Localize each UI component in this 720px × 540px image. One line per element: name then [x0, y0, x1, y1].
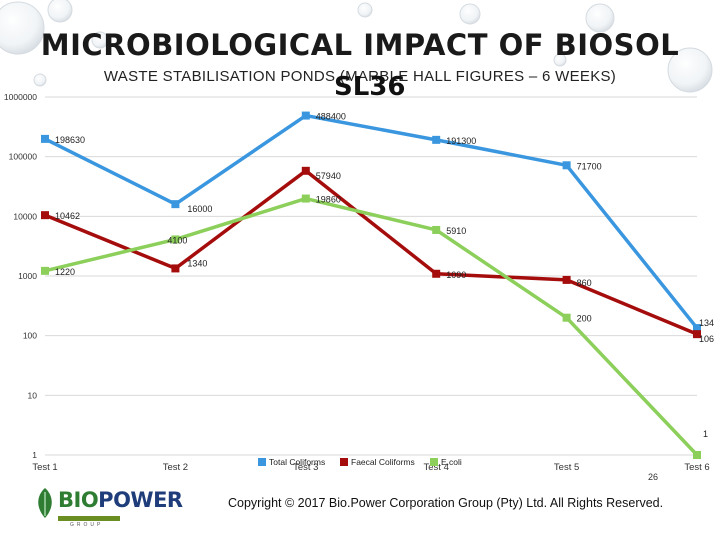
data-label: 106: [699, 334, 714, 344]
series-line: [44, 113, 699, 330]
legend-label: Faecal Coliforms: [351, 457, 415, 467]
y-tick-label: 1: [32, 450, 37, 460]
data-point: [41, 134, 49, 143]
data-point: [432, 269, 441, 278]
series-line: [44, 196, 699, 457]
x-tick-label: Test 1: [32, 462, 57, 473]
logo-text: BIOPOWER: [58, 488, 183, 512]
data-point: [693, 324, 701, 333]
data-label: 134: [699, 318, 714, 328]
y-tick-label: 1000: [18, 271, 37, 281]
data-label: 10462: [55, 211, 80, 221]
data-point: [432, 225, 441, 234]
x-tick-label: Test 2: [163, 462, 188, 473]
data-label: 4100: [167, 235, 187, 245]
data-point: [562, 275, 571, 284]
data-point: [693, 330, 701, 339]
data-label: 1090: [446, 270, 466, 280]
data-label: 19860: [316, 195, 341, 205]
data-label: 1220: [55, 267, 75, 277]
logo-bar: [58, 516, 120, 521]
copyright-notice: Copyright © 2017 Bio.Power Corporation G…: [228, 496, 664, 510]
logo-sub: GROUP: [70, 522, 104, 528]
y-tick-label: 10000: [13, 211, 37, 221]
data-point: [301, 194, 310, 203]
data-point: [171, 200, 180, 209]
data-label: 16000: [187, 204, 212, 214]
data-point: [562, 161, 571, 170]
data-point: [171, 264, 180, 273]
series-line: [44, 169, 698, 336]
data-label: 5910: [446, 226, 466, 236]
x-tick-label: Test 4: [424, 462, 449, 473]
data-point: [301, 166, 310, 175]
y-tick-label: 1000000: [4, 92, 37, 102]
data-label: 71700: [577, 161, 602, 171]
data-label: 191300: [446, 136, 476, 146]
x-tick-label: Test 6: [684, 462, 709, 473]
data-label: 57940: [316, 171, 341, 181]
legend-label: Total Coliforms: [269, 457, 325, 467]
data-point: [41, 211, 49, 220]
data-label: 488400: [316, 112, 346, 122]
data-point: [693, 451, 701, 459]
data-label: 860: [577, 278, 592, 288]
y-tick-label: 10: [28, 390, 38, 400]
legend-swatch: [430, 458, 438, 466]
biopower-logo: BIOPOWER GROUP: [30, 484, 183, 534]
y-tick-label: 100000: [9, 152, 38, 162]
data-point: [432, 135, 441, 144]
legend-label: E.coli: [441, 457, 462, 467]
data-point: [41, 266, 49, 275]
data-label: 1: [703, 429, 708, 439]
legend-swatch: [340, 458, 348, 466]
data-label: 1340: [187, 258, 207, 268]
data-label: 198630: [55, 135, 85, 145]
page-number: 26: [648, 472, 659, 482]
leaf-icon: [38, 488, 52, 518]
data-label: 200: [577, 314, 592, 324]
data-point: [301, 111, 310, 120]
data-point: [171, 235, 180, 244]
data-point: [562, 313, 571, 322]
slide-title: MICROBIOLOGICAL IMPACT OF BIOSOL: [40, 28, 680, 62]
legend-swatch: [258, 458, 266, 466]
slide-subtitle: WASTE STABILISATION PONDS (MARBLE HALL F…: [103, 68, 617, 85]
y-tick-label: 100: [23, 331, 37, 341]
x-tick-label: Test 3: [293, 462, 318, 473]
x-tick-label: Test 5: [554, 462, 579, 473]
